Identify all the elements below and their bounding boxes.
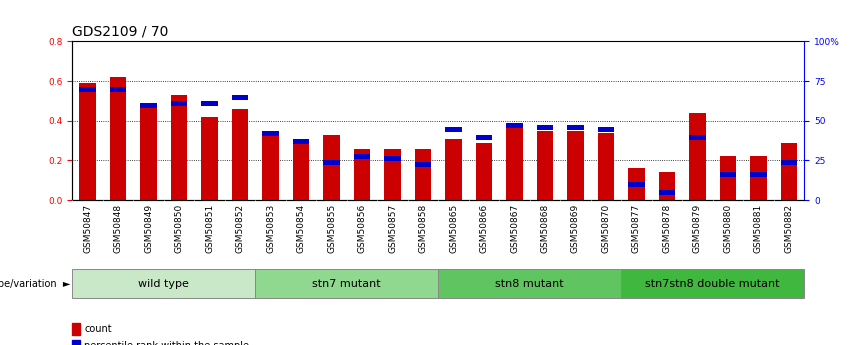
Text: stn7 mutant: stn7 mutant	[312, 279, 381, 289]
Text: GSM50869: GSM50869	[571, 204, 580, 253]
Bar	[293, 139, 310, 144]
Bar	[110, 77, 127, 200]
Bar	[567, 131, 584, 200]
Bar	[414, 162, 431, 167]
Bar	[323, 135, 340, 200]
Text: GSM50881: GSM50881	[754, 204, 763, 253]
Bar	[79, 87, 96, 92]
Bar	[659, 190, 676, 195]
Bar	[354, 155, 370, 159]
Text: GSM50866: GSM50866	[479, 204, 488, 253]
Bar	[689, 135, 705, 140]
Text: genotype/variation  ►: genotype/variation ►	[0, 279, 71, 289]
Bar	[262, 131, 279, 136]
Text: GSM50851: GSM50851	[205, 204, 214, 253]
Bar	[780, 160, 797, 165]
Text: GSM50867: GSM50867	[510, 204, 519, 253]
Bar	[628, 182, 645, 187]
Bar	[750, 172, 767, 177]
Bar	[79, 83, 96, 200]
Bar	[659, 172, 676, 200]
Bar	[72, 340, 80, 345]
Text: GSM50853: GSM50853	[266, 204, 275, 253]
Bar	[750, 156, 767, 200]
Text: GSM50880: GSM50880	[723, 204, 733, 253]
FancyBboxPatch shape	[621, 269, 804, 298]
Bar	[140, 107, 157, 200]
Text: GDS2109 / 70: GDS2109 / 70	[72, 25, 168, 39]
Bar	[506, 123, 523, 128]
Bar	[323, 160, 340, 165]
Bar	[293, 141, 310, 200]
Text: wild type: wild type	[139, 279, 189, 289]
Bar	[720, 172, 736, 177]
Bar	[414, 148, 431, 200]
Bar	[110, 87, 127, 92]
Bar	[476, 135, 493, 140]
Bar	[689, 113, 705, 200]
Text: GSM50858: GSM50858	[419, 204, 427, 253]
Text: GSM50878: GSM50878	[662, 204, 671, 253]
Bar	[171, 95, 187, 200]
Text: GSM50847: GSM50847	[83, 204, 92, 253]
Bar	[537, 131, 553, 200]
FancyBboxPatch shape	[438, 269, 621, 298]
Text: GSM50870: GSM50870	[602, 204, 610, 253]
Bar	[231, 95, 248, 100]
Bar	[567, 125, 584, 130]
Bar	[72, 323, 80, 335]
Bar	[720, 156, 736, 200]
Bar	[506, 125, 523, 200]
Text: GSM50877: GSM50877	[632, 204, 641, 253]
Bar	[537, 125, 553, 130]
Text: percentile rank within the sample: percentile rank within the sample	[84, 341, 249, 345]
Bar	[354, 148, 370, 200]
Bar	[384, 157, 401, 161]
Bar	[476, 142, 493, 200]
Text: GSM50855: GSM50855	[327, 204, 336, 253]
Bar	[445, 127, 462, 132]
Bar	[628, 168, 645, 200]
Text: GSM50850: GSM50850	[174, 204, 184, 253]
Text: GSM50854: GSM50854	[296, 204, 306, 253]
Text: GSM50882: GSM50882	[785, 204, 793, 253]
Bar	[780, 142, 797, 200]
Bar	[201, 101, 218, 106]
Bar	[262, 135, 279, 200]
Bar	[140, 103, 157, 108]
Bar	[201, 117, 218, 200]
Text: GSM50868: GSM50868	[540, 204, 550, 253]
Text: stn8 mutant: stn8 mutant	[495, 279, 564, 289]
Text: GSM50865: GSM50865	[449, 204, 458, 253]
Text: GSM50857: GSM50857	[388, 204, 397, 253]
Text: GSM50849: GSM50849	[144, 204, 153, 253]
FancyBboxPatch shape	[255, 269, 438, 298]
Text: GSM50856: GSM50856	[357, 204, 367, 253]
FancyBboxPatch shape	[72, 269, 255, 298]
Bar	[384, 148, 401, 200]
Bar	[597, 132, 614, 200]
Text: count: count	[84, 324, 111, 334]
Bar	[171, 101, 187, 106]
Bar	[597, 127, 614, 132]
Text: GSM50848: GSM50848	[113, 204, 123, 253]
Bar	[445, 139, 462, 200]
Text: GSM50879: GSM50879	[693, 204, 702, 253]
Bar	[231, 109, 248, 200]
Text: GSM50852: GSM50852	[236, 204, 244, 253]
Text: stn7stn8 double mutant: stn7stn8 double mutant	[645, 279, 780, 289]
